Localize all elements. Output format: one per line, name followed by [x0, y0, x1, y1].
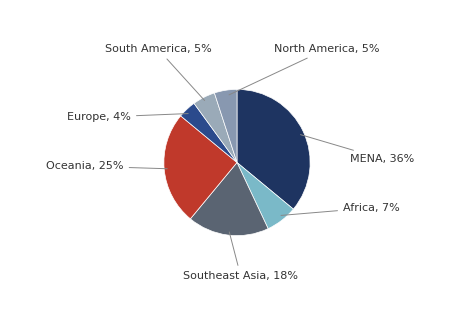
Wedge shape [214, 89, 237, 162]
Text: Africa, 7%: Africa, 7% [281, 203, 400, 215]
Wedge shape [181, 103, 237, 162]
Text: Southeast Asia, 18%: Southeast Asia, 18% [183, 232, 298, 281]
Wedge shape [164, 116, 237, 219]
Wedge shape [237, 89, 310, 209]
Wedge shape [194, 93, 237, 162]
Wedge shape [191, 162, 268, 236]
Text: North America, 5%: North America, 5% [229, 44, 379, 95]
Text: Oceania, 25%: Oceania, 25% [46, 161, 167, 171]
Text: South America, 5%: South America, 5% [105, 44, 211, 100]
Wedge shape [237, 162, 293, 229]
Text: MENA, 36%: MENA, 36% [301, 135, 415, 164]
Text: Europe, 4%: Europe, 4% [67, 112, 188, 122]
